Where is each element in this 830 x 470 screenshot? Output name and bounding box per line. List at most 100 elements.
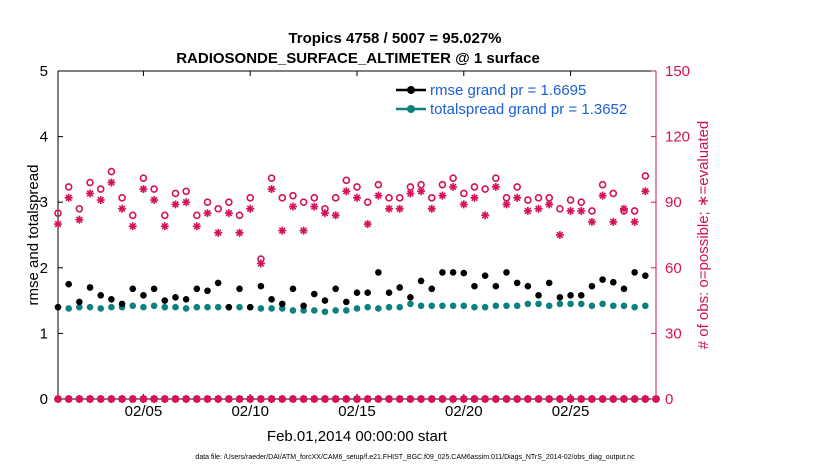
obs-evaluated-point [107, 178, 116, 187]
totalspread-point [449, 302, 457, 310]
rmse-point [492, 282, 500, 290]
totalspread-point [268, 305, 275, 312]
rmse-point [236, 285, 243, 293]
rmse-point [108, 295, 115, 303]
obs-evaluated-point [342, 395, 351, 403]
obs-evaluated-point [438, 395, 447, 403]
obs-evaluated-point [427, 204, 436, 213]
rmse-point [620, 285, 628, 293]
obs-evaluated-point [609, 395, 618, 403]
obs-evaluated-point [331, 395, 340, 403]
obs-evaluated-point [256, 395, 265, 403]
obs-evaluated-point [224, 395, 233, 403]
data-marks [54, 167, 660, 403]
totalspread-point [76, 303, 83, 311]
totalspread-point [129, 302, 137, 310]
obs-possible-point [54, 209, 62, 217]
obs-evaluated-point [417, 187, 426, 196]
obs-evaluated-point [395, 395, 404, 403]
right-tick-label: 90 [665, 194, 682, 211]
obs-evaluated-point [523, 206, 532, 215]
right-tick-label: 30 [665, 325, 682, 342]
rmse-point [631, 269, 638, 276]
rmse-point [140, 292, 147, 299]
totalspread-point [642, 302, 649, 310]
obs-possible-point [492, 174, 500, 182]
obs-possible-point [385, 194, 393, 202]
obs-evaluated-point [75, 215, 84, 224]
obs-evaluated-point [374, 395, 383, 403]
obs-evaluated-point [598, 191, 607, 200]
rmse-point [65, 280, 72, 288]
x-tick-label: 02/20 [445, 403, 483, 420]
left-tick-label: 1 [40, 325, 48, 342]
x-axis-label: Feb.01,2014 00:00:00 start [267, 428, 448, 445]
totalspread-point [204, 303, 211, 311]
left-tick-label: 0 [40, 391, 48, 408]
obs-possible-point [630, 207, 639, 215]
rmse-point [353, 289, 361, 297]
obs-evaluated-point [481, 395, 490, 403]
obs-evaluated-point [267, 395, 276, 403]
totalspread-point [278, 305, 286, 312]
obs-possible-point [139, 174, 148, 182]
obs-possible-point [641, 172, 650, 180]
obs-possible-point [107, 167, 116, 176]
right-tick-label: 0 [665, 391, 673, 408]
totalspread-point [332, 307, 339, 314]
obs-possible-point [481, 185, 489, 193]
left-tick-label: 3 [40, 194, 48, 211]
obs-evaluated-point [118, 395, 127, 403]
obs-evaluated-point [630, 217, 639, 226]
obs-evaluated-point [278, 395, 287, 403]
totalspread-point [321, 308, 329, 316]
totalspread-point [535, 300, 542, 308]
obs-possible-point [598, 180, 607, 189]
obs-possible-point [609, 189, 618, 198]
obs-evaluated-point [523, 395, 532, 403]
obs-evaluated-point [619, 204, 628, 213]
obs-possible-point [588, 207, 596, 215]
obs-possible-point [427, 194, 436, 202]
obs-evaluated-point [641, 187, 650, 196]
obs-evaluated-point [310, 202, 319, 211]
totalspread-point [108, 303, 115, 311]
obs-evaluated-point [598, 395, 607, 403]
obs-possible-point [86, 178, 94, 187]
obs-evaluated-point [619, 395, 628, 403]
obs-evaluated-point [555, 231, 564, 239]
totalspread-point [310, 307, 318, 314]
rmse-point [556, 294, 564, 301]
obs-possible-point [96, 185, 105, 193]
obs-evaluated-point [587, 395, 596, 403]
obs-evaluated-point [641, 395, 650, 403]
rmse-point [460, 269, 468, 277]
totalspread-point [385, 303, 393, 311]
totalspread-point [609, 302, 617, 310]
obs-evaluated-point [459, 395, 468, 403]
rmse-point [417, 277, 425, 285]
obs-evaluated-point [449, 182, 458, 191]
rmse-point [524, 282, 532, 290]
obs-evaluated-point [267, 185, 276, 194]
obs-evaluated-point [513, 193, 522, 202]
obs-evaluated-point [459, 200, 468, 209]
rmse-point [321, 297, 329, 304]
obs-evaluated-point [342, 187, 351, 196]
totalspread-point [86, 303, 94, 311]
obs-evaluated-point [139, 185, 148, 194]
obs-possible-point [459, 189, 468, 198]
rmse-point [343, 298, 350, 306]
rmse-point [129, 285, 137, 293]
obs-evaluated-point [406, 189, 415, 198]
obs-evaluated-point [577, 206, 586, 215]
obs-evaluated-point [449, 395, 458, 403]
totalspread-point [375, 305, 382, 312]
totalspread-point [172, 303, 179, 311]
rmse-point [225, 303, 233, 311]
legend-rmse-label: rmse grand pr = 1.6695 [430, 82, 586, 99]
rmse-point [577, 292, 585, 299]
obs-possible-point [182, 187, 190, 196]
obs-possible-point [363, 198, 372, 206]
right-tick-label: 60 [665, 260, 682, 277]
